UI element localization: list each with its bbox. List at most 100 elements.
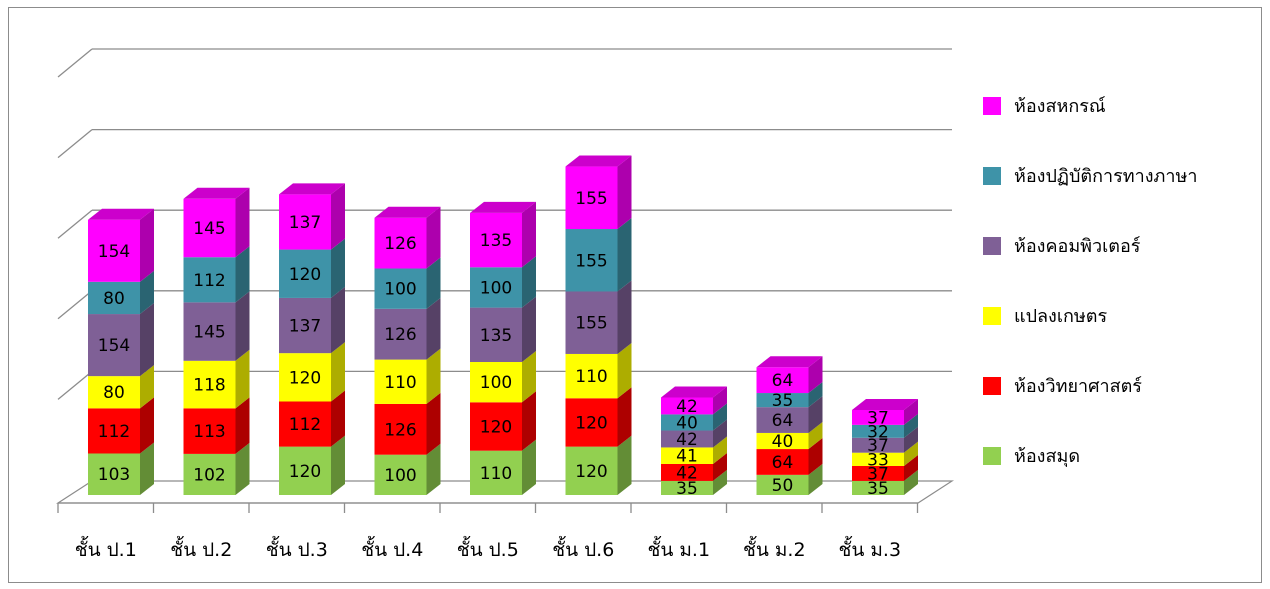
data-label: 35 bbox=[772, 391, 794, 411]
bar-top bbox=[470, 201, 536, 213]
legend-label: แปลงเกษตร bbox=[1014, 306, 1107, 327]
bar-segment bbox=[565, 446, 618, 495]
bar-segment bbox=[852, 437, 904, 453]
data-label: 154 bbox=[98, 242, 130, 262]
bar-segment-side bbox=[904, 469, 918, 495]
bar-segment-side bbox=[522, 391, 536, 451]
bar-segment bbox=[470, 402, 522, 451]
data-label: 118 bbox=[193, 376, 225, 396]
gridline-side bbox=[57, 209, 93, 239]
data-label: 37 bbox=[867, 408, 889, 428]
bar-segment-side bbox=[522, 201, 536, 268]
bar-segment bbox=[756, 474, 809, 495]
bar-segment bbox=[183, 408, 236, 454]
data-label: 80 bbox=[103, 383, 125, 403]
bar-top bbox=[565, 155, 632, 167]
bar-segment bbox=[661, 447, 713, 464]
data-label: 40 bbox=[772, 432, 794, 452]
bar-segment-side bbox=[713, 436, 727, 464]
bar-segment-side bbox=[140, 303, 154, 377]
bar-segment bbox=[565, 229, 618, 292]
data-label: 120 bbox=[289, 368, 321, 388]
legend-label: ห้องคอมพิวเตอร์ bbox=[1014, 236, 1141, 257]
bar-segment-side bbox=[235, 187, 250, 258]
x-tick-label: ชั้น ม.3 bbox=[838, 536, 901, 561]
bar-segment-side bbox=[140, 208, 154, 282]
bar-segment bbox=[470, 212, 522, 268]
data-label: 126 bbox=[384, 325, 416, 345]
bar-segment-side bbox=[235, 246, 250, 303]
data-label: 100 bbox=[480, 373, 512, 393]
bar-segment bbox=[183, 198, 236, 258]
data-labels: 103 112 80 154 80 154 102 113 118 145 112 145 120 112… bbox=[98, 189, 889, 499]
bar-segment bbox=[374, 403, 427, 455]
bar-segment bbox=[279, 353, 331, 402]
bar-top bbox=[183, 187, 250, 199]
legend-swatch bbox=[983, 97, 1001, 115]
bar-segment-side bbox=[617, 155, 632, 230]
bar-segment bbox=[565, 353, 618, 399]
bar-segment bbox=[661, 397, 713, 415]
data-label: 137 bbox=[289, 213, 321, 233]
bar-segment-side bbox=[235, 349, 250, 409]
data-label: 103 bbox=[98, 465, 130, 485]
bar-top bbox=[661, 386, 727, 398]
bar-segment-side bbox=[140, 442, 154, 495]
data-label: 120 bbox=[575, 413, 607, 433]
bar-segment bbox=[756, 393, 809, 408]
bar-segment bbox=[565, 166, 618, 230]
data-label: 110 bbox=[384, 373, 416, 393]
legend-swatch bbox=[983, 167, 1001, 185]
data-label: 100 bbox=[384, 280, 416, 300]
bar-segment bbox=[88, 314, 140, 377]
data-label: 42 bbox=[676, 463, 698, 483]
bar-segment-side bbox=[235, 291, 250, 361]
legend: ห้องสหกรณ์ห้องปฏิบัติการทางภาษาห้องคอมพิ… bbox=[983, 96, 1197, 467]
bar-segment-side bbox=[904, 426, 918, 453]
data-label: 145 bbox=[193, 219, 225, 239]
x-tick-label: ชั้น ป.2 bbox=[170, 536, 232, 561]
bar-segment-side bbox=[808, 396, 823, 433]
bar-segment-side bbox=[904, 454, 918, 481]
data-label: 42 bbox=[676, 397, 698, 417]
x-tick-label: ชั้น ป.5 bbox=[457, 536, 519, 561]
bar-segment-side bbox=[617, 435, 632, 495]
bar-segment bbox=[183, 257, 236, 303]
bar-segment-side bbox=[713, 469, 727, 495]
bars bbox=[88, 155, 918, 495]
data-label: 35 bbox=[676, 479, 698, 499]
bar-segment bbox=[279, 446, 331, 495]
data-label: 35 bbox=[867, 479, 889, 499]
bar-segment bbox=[470, 362, 522, 403]
bar-segment bbox=[565, 291, 618, 354]
data-label: 41 bbox=[676, 447, 698, 467]
data-label: 145 bbox=[193, 323, 225, 343]
legend-label: ห้องสหกรณ์ bbox=[1014, 96, 1106, 117]
bar-segment-side bbox=[426, 206, 441, 269]
bar-segment-side bbox=[808, 382, 823, 408]
bar-segment bbox=[661, 480, 713, 495]
data-label: 40 bbox=[676, 413, 698, 433]
bar-segment bbox=[756, 407, 809, 433]
bar-segment-side bbox=[713, 419, 727, 448]
gridline-side bbox=[57, 48, 93, 78]
bar-segment-side bbox=[713, 403, 727, 431]
bar-segment bbox=[852, 409, 904, 425]
bar-top bbox=[374, 206, 441, 218]
data-label: 135 bbox=[480, 326, 512, 346]
x-tick-label: ชั้น ม.1 bbox=[647, 536, 710, 561]
data-label: 110 bbox=[480, 464, 512, 484]
bar-segment-side bbox=[522, 256, 536, 308]
bar-segment-side bbox=[713, 452, 727, 481]
bar-segment bbox=[88, 376, 140, 409]
data-label: 126 bbox=[384, 234, 416, 254]
data-label: 64 bbox=[772, 453, 794, 473]
data-label: 155 bbox=[575, 251, 607, 271]
bar-segment bbox=[88, 453, 140, 495]
x-tick-label: ชั้น ป.1 bbox=[75, 536, 137, 561]
data-label: 33 bbox=[867, 450, 889, 470]
bar-segment bbox=[470, 450, 522, 495]
data-label: 135 bbox=[480, 231, 512, 251]
bar-segment-side bbox=[235, 442, 250, 495]
